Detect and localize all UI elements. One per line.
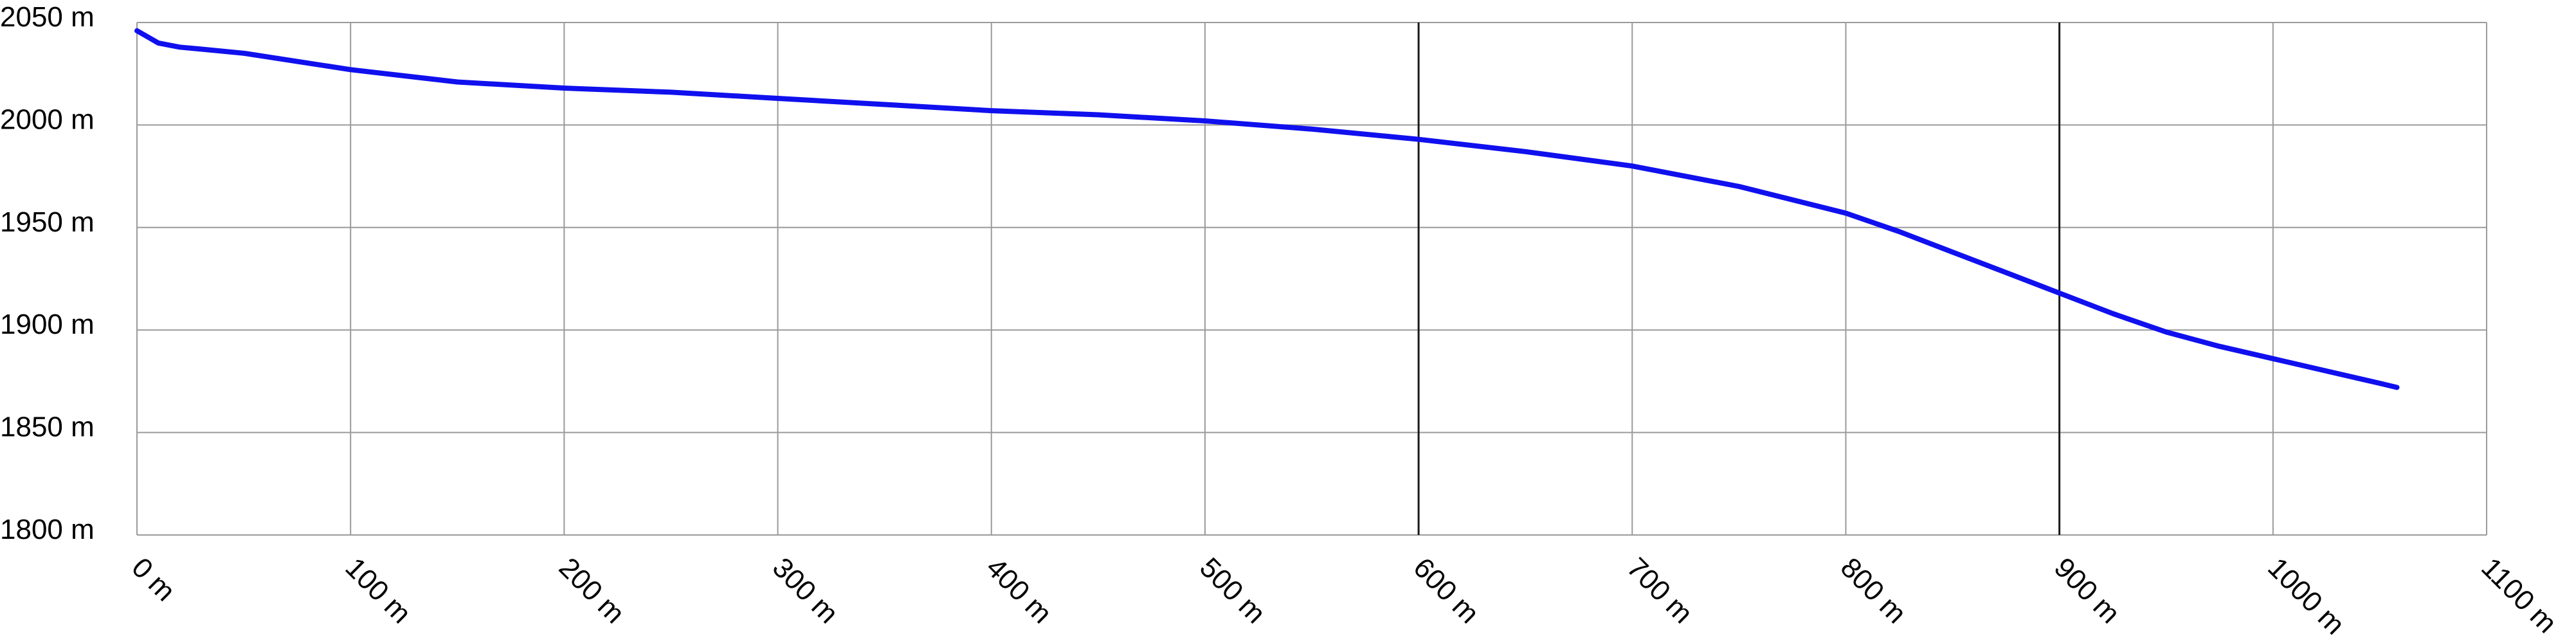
y-tick-label: 1800 m [0, 514, 95, 545]
y-tick-label: 1850 m [0, 412, 95, 443]
y-axis-tick-labels: 1800 m 1850 m 1900 m 1950 m 2000 m 2050 m [0, 1, 95, 545]
grid [136, 22, 2487, 536]
y-tick-label: 1900 m [0, 309, 95, 340]
elevation-series-line [134, 28, 2400, 390]
series-layer [134, 28, 2400, 390]
y-tick-label: 2050 m [0, 1, 95, 33]
y-tick-label: 1950 m [0, 206, 95, 238]
y-tick-label: 2000 m [0, 104, 95, 135]
